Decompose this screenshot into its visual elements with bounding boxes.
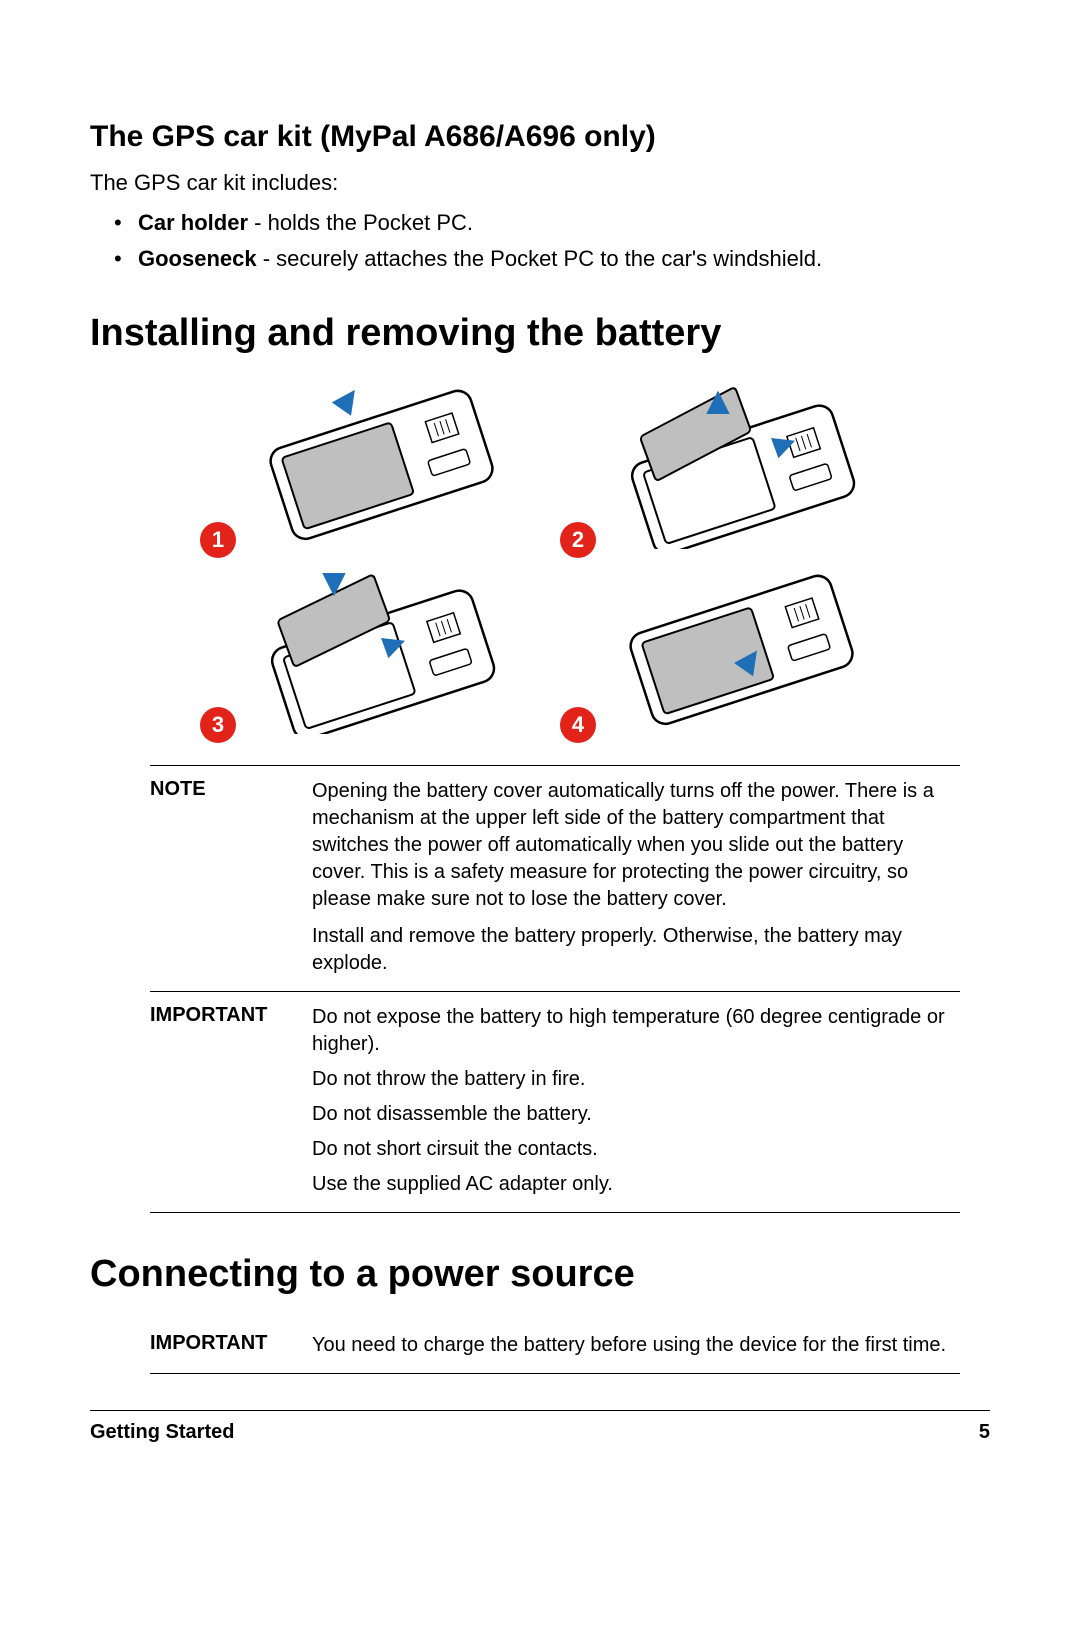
device-illustration [596, 379, 876, 549]
step-badge: 1 [200, 522, 236, 558]
section3-notes: IMPORTANT You need to charge the battery… [90, 1320, 990, 1374]
list-item: Car holder - holds the Pocket PC. [114, 210, 990, 236]
section1-list: Car holder - holds the Pocket PC. Goosen… [90, 210, 990, 272]
note-para: Install and remove the battery properly.… [312, 923, 960, 977]
diagram-step-2: 2 [560, 379, 880, 564]
important-block: IMPORTANT You need to charge the battery… [150, 1320, 960, 1374]
footer-section: Getting Started [90, 1421, 234, 1444]
diagram-step-1: 1 [200, 379, 520, 564]
note-label: IMPORTANT [150, 1004, 290, 1198]
note-body: Opening the battery cover automatically … [312, 778, 960, 977]
list-term: Car holder [138, 210, 248, 235]
note-line: Do not short cirsuit the contacts. [312, 1136, 960, 1163]
device-illustration [236, 564, 516, 734]
device-illustration [236, 379, 516, 549]
footer-page-number: 5 [979, 1421, 990, 1444]
step-badge: 4 [560, 707, 596, 743]
list-term: Gooseneck [138, 246, 257, 271]
list-rest: - holds the Pocket PC. [248, 210, 473, 235]
page: The GPS car kit (MyPal A686/A696 only) T… [0, 0, 1080, 1484]
note-para: You need to charge the battery before us… [312, 1332, 960, 1359]
note-para: Opening the battery cover automatically … [312, 778, 960, 913]
note-label: IMPORTANT [150, 1332, 290, 1359]
note-label: NOTE [150, 778, 290, 977]
diagram-step-4: 4 [560, 564, 880, 749]
note-body: Do not expose the battery to high temper… [312, 1004, 960, 1198]
device-illustration [596, 564, 876, 734]
note-body: You need to charge the battery before us… [312, 1332, 960, 1359]
step-badge: 3 [200, 707, 236, 743]
section3-heading: Connecting to a power source [90, 1253, 990, 1296]
note-line: Do not disassemble the battery. [312, 1101, 960, 1128]
section2-heading: Installing and removing the battery [90, 312, 990, 355]
note-line: Do not throw the battery in fire. [312, 1066, 960, 1093]
battery-diagram: 1 [90, 379, 990, 749]
note-line: Do not expose the battery to high temper… [312, 1004, 960, 1058]
list-item: Gooseneck - securely attaches the Pocket… [114, 246, 990, 272]
diagram-step-3: 3 [200, 564, 520, 749]
step-badge: 2 [560, 522, 596, 558]
section1-heading: The GPS car kit (MyPal A686/A696 only) [90, 120, 990, 154]
list-rest: - securely attaches the Pocket PC to the… [257, 246, 822, 271]
note-block: NOTE Opening the battery cover automatic… [150, 765, 960, 991]
important-block: IMPORTANT Do not expose the battery to h… [150, 991, 960, 1213]
section1-intro: The GPS car kit includes: [90, 170, 990, 196]
note-line: Use the supplied AC adapter only. [312, 1171, 960, 1198]
page-footer: Getting Started 5 [90, 1411, 990, 1444]
section2-notes: NOTE Opening the battery cover automatic… [90, 765, 990, 1213]
